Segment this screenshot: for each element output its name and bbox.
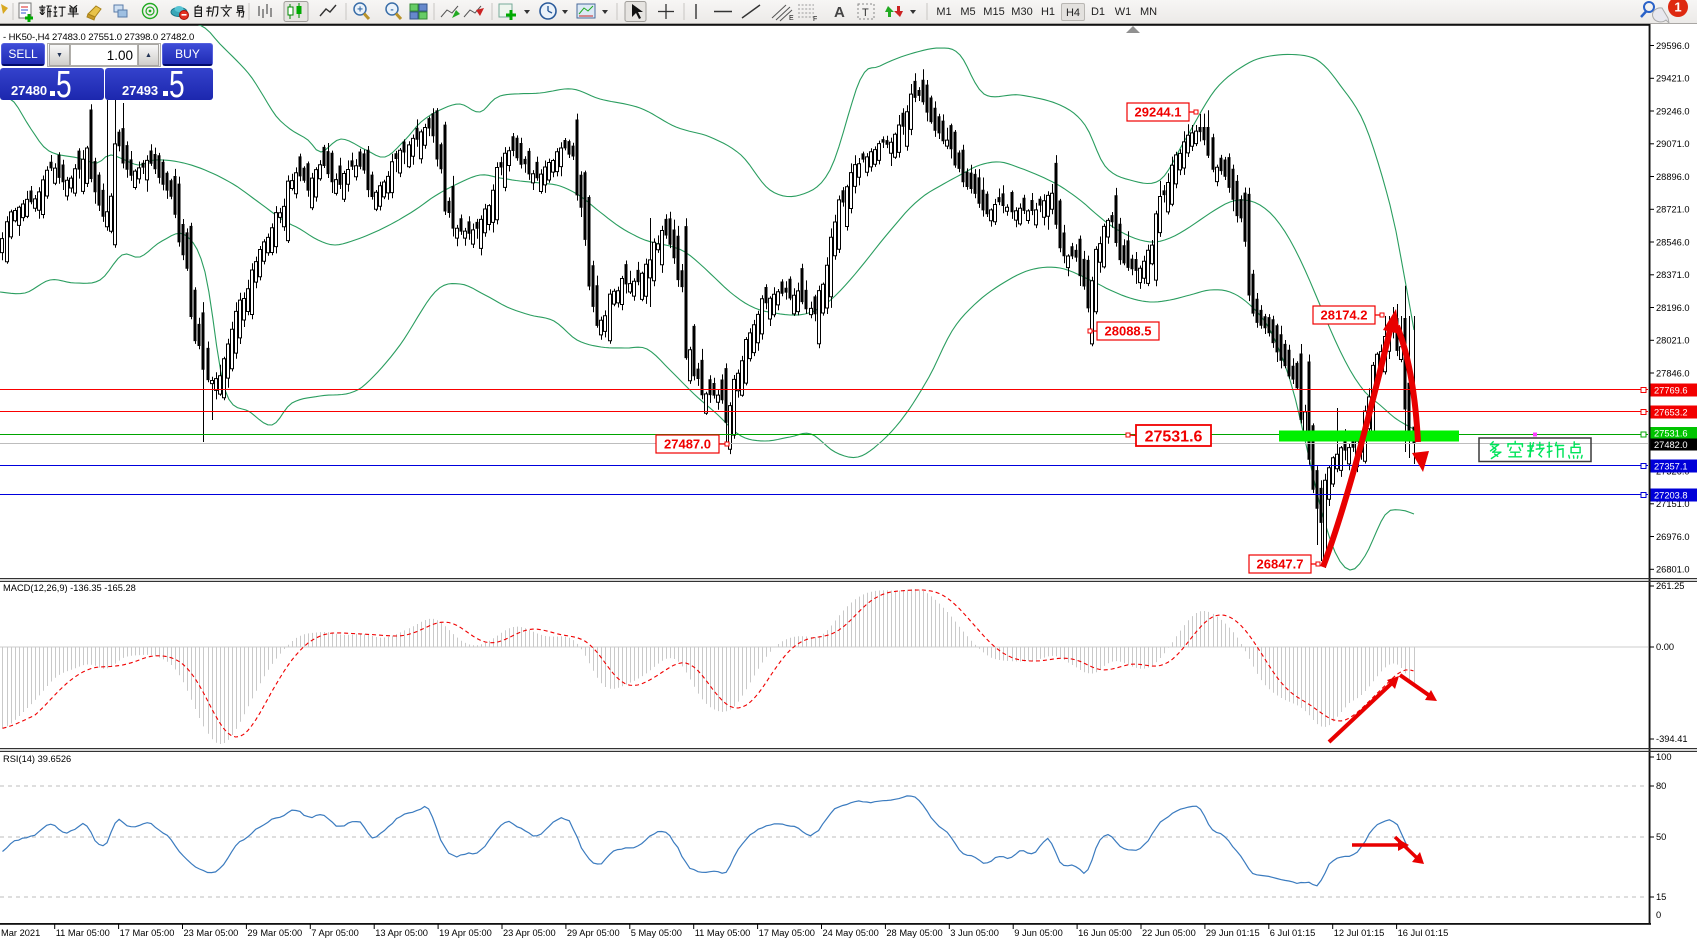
- svg-text:E: E: [789, 15, 794, 22]
- svg-text:6 Jul 01:15: 6 Jul 01:15: [1270, 928, 1316, 938]
- svg-text:15: 15: [1656, 892, 1666, 902]
- svg-text:+: +: [357, 5, 363, 16]
- svg-text:23 Apr 05:00: 23 Apr 05:00: [503, 928, 556, 938]
- svg-text:1: 1: [1674, 0, 1681, 15]
- svg-text:5 May 05:00: 5 May 05:00: [631, 928, 682, 938]
- svg-text:17 May 05:00: 17 May 05:00: [759, 928, 815, 938]
- svg-text:11 May 05:00: 11 May 05:00: [695, 928, 751, 938]
- svg-text:28371.0: 28371.0: [1656, 270, 1690, 280]
- svg-text:28721.0: 28721.0: [1656, 205, 1690, 215]
- svg-text:29421.0: 29421.0: [1656, 74, 1690, 84]
- svg-text:0: 0: [1656, 910, 1661, 920]
- svg-text:28 May 05:00: 28 May 05:00: [886, 928, 942, 938]
- svg-text:9 Jun 05:00: 9 Jun 05:00: [1014, 928, 1063, 938]
- svg-text:Mar 2021: Mar 2021: [1, 928, 40, 938]
- svg-text:3 Jun 05:00: 3 Jun 05:00: [950, 928, 999, 938]
- svg-text:28174.2: 28174.2: [1321, 308, 1368, 323]
- svg-text:F: F: [813, 16, 817, 23]
- svg-text:100: 100: [1656, 752, 1672, 762]
- svg-text:16 Jul 01:15: 16 Jul 01:15: [1398, 928, 1449, 938]
- svg-text:- HK50-,H4 27483.0 27551.0 27: - HK50-,H4 27483.0 27551.0 27398.0 27482…: [3, 32, 194, 43]
- svg-text:27357.1: 27357.1: [1654, 461, 1688, 471]
- svg-text:A: A: [834, 4, 845, 21]
- svg-text:11 Mar 05:00: 11 Mar 05:00: [56, 928, 110, 938]
- svg-text:16 Jun 05:00: 16 Jun 05:00: [1078, 928, 1132, 938]
- svg-text:28896.0: 28896.0: [1656, 172, 1690, 182]
- svg-text:12 Jul 01:15: 12 Jul 01:15: [1334, 928, 1385, 938]
- svg-text:0.00: 0.00: [1656, 642, 1674, 652]
- svg-text:28196.0: 28196.0: [1656, 303, 1690, 313]
- svg-text:27846.0: 27846.0: [1656, 368, 1690, 378]
- svg-text:-394.41: -394.41: [1656, 734, 1688, 744]
- svg-text:13 Apr 05:00: 13 Apr 05:00: [375, 928, 428, 938]
- svg-text:27531.6: 27531.6: [1145, 428, 1203, 445]
- svg-text:28021.0: 28021.0: [1656, 336, 1690, 346]
- svg-text:22 Jun 05:00: 22 Jun 05:00: [1142, 928, 1196, 938]
- svg-text:-: -: [390, 5, 393, 16]
- svg-text:29246.0: 29246.0: [1656, 106, 1690, 116]
- svg-text:29596.0: 29596.0: [1656, 41, 1690, 51]
- svg-text:27769.6: 27769.6: [1654, 385, 1688, 395]
- svg-text:27203.8: 27203.8: [1654, 490, 1688, 500]
- svg-text:MACD(12,26,9) -136.35 -165.28: MACD(12,26,9) -136.35 -165.28: [3, 583, 136, 593]
- svg-text:29 Jun 01:15: 29 Jun 01:15: [1206, 928, 1260, 938]
- svg-text:261.25: 261.25: [1656, 581, 1684, 591]
- svg-text:23 Mar 05:00: 23 Mar 05:00: [184, 928, 239, 938]
- svg-text:7 Apr 05:00: 7 Apr 05:00: [311, 928, 359, 938]
- svg-text:26801.0: 26801.0: [1656, 565, 1690, 575]
- svg-text:27531.6: 27531.6: [1654, 428, 1688, 438]
- svg-text:28546.0: 28546.0: [1656, 237, 1690, 247]
- svg-text:26976.0: 26976.0: [1656, 532, 1690, 542]
- svg-text:29 Apr 05:00: 29 Apr 05:00: [567, 928, 620, 938]
- svg-text:50: 50: [1656, 832, 1666, 842]
- svg-text:24 May 05:00: 24 May 05:00: [823, 928, 879, 938]
- svg-text:27482.0: 27482.0: [1654, 440, 1688, 450]
- svg-text:19 Apr 05:00: 19 Apr 05:00: [439, 928, 492, 938]
- svg-text:26847.7: 26847.7: [1257, 557, 1304, 572]
- svg-text:29244.1: 29244.1: [1135, 105, 1182, 120]
- svg-text:80: 80: [1656, 781, 1666, 791]
- svg-text:T: T: [862, 7, 869, 19]
- svg-text:29 Mar 05:00: 29 Mar 05:00: [247, 928, 302, 938]
- svg-text:17 Mar 05:00: 17 Mar 05:00: [120, 928, 175, 938]
- svg-text:28088.5: 28088.5: [1105, 324, 1152, 339]
- svg-text:29071.0: 29071.0: [1656, 139, 1690, 149]
- svg-text:27653.2: 27653.2: [1654, 407, 1688, 417]
- svg-text:RSI(14) 39.6526: RSI(14) 39.6526: [3, 754, 71, 764]
- svg-text:27487.0: 27487.0: [664, 437, 711, 452]
